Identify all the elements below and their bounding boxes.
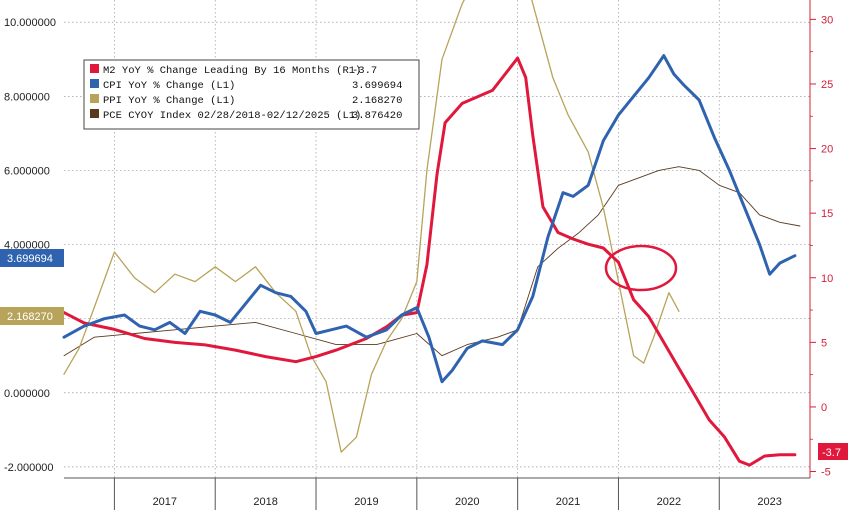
legend-value: 2.168270: [352, 95, 402, 107]
x-tick-label: 2022: [657, 496, 681, 508]
legend-swatch: [90, 79, 99, 88]
legend-value: 3.876420: [352, 110, 402, 122]
x-tick-label: 2017: [153, 496, 177, 508]
legend-label: PCE CYOY Index 02/28/2018-02/12/2025 (L1…: [103, 110, 361, 122]
badge-cpi: 3.699694: [0, 249, 64, 267]
right-tick-label: 10: [821, 273, 833, 285]
series-line-2: [63, 0, 680, 453]
right-axis: -5 0 5 10 15 20 25 30: [809, 0, 833, 479]
series-line-3: [63, 166, 801, 357]
legend-value: -3.7: [352, 65, 377, 77]
x-tick-label: 2020: [455, 496, 479, 508]
series-line-1: [62, 54, 797, 384]
left-tick-label: 4.000000: [4, 240, 50, 252]
x-tick-label: 2023: [757, 496, 781, 508]
left-tick-label: -2.000000: [4, 462, 54, 474]
right-tick-label: 20: [821, 144, 833, 156]
badge-m2-bg: [818, 443, 848, 460]
legend-label: M2 YoY % Change Leading By 16 Months (R1…: [103, 65, 361, 77]
legend: M2 YoY % Change Leading By 16 Months (R1…: [83, 59, 420, 130]
legend-swatch: [90, 94, 99, 103]
left-tick-label: 8.000000: [4, 91, 50, 103]
left-tick-label: 10.000000: [4, 17, 56, 29]
x-tick-label: 2019: [354, 496, 378, 508]
x-tick-label: 2018: [253, 496, 277, 508]
x-axis: 2017 2018 2019 2020 2021 2022 2023: [64, 477, 810, 510]
highlight-circle: [604, 244, 678, 292]
left-tick-label: 0.000000: [4, 388, 50, 400]
badge-cpi-text: 3.699694: [7, 253, 53, 265]
right-tick-label: 30: [821, 14, 833, 26]
legend-swatch: [90, 109, 99, 118]
right-tick-label: 25: [821, 79, 833, 91]
series-line-0: [62, 56, 797, 467]
legend-label: CPI YoY % Change (L1): [103, 80, 235, 92]
badge-m2: -3.7: [818, 443, 848, 460]
legend-rows: M2 YoY % Change Leading By 16 Months (R1…: [90, 64, 402, 122]
x-tick-label: 2021: [556, 496, 580, 508]
badge-ppi-text: 2.168270: [7, 311, 53, 323]
legend-label: PPI YoY % Change (L1): [103, 95, 235, 107]
badge-ppi-bg: [0, 307, 64, 325]
right-tick-label: 15: [821, 208, 833, 220]
legend-value: 3.699694: [352, 80, 402, 92]
right-tick-label: 0: [821, 402, 827, 414]
badge-cpi-bg: [0, 249, 64, 267]
series-layer: [62, 0, 801, 467]
legend-box: [83, 59, 420, 130]
badge-m2-text: -3.7: [822, 447, 841, 459]
left-tick-label: 6.000000: [4, 165, 50, 177]
right-tick-label: -5: [821, 467, 831, 479]
legend-swatch: [90, 64, 99, 73]
badge-ppi: 2.168270: [0, 307, 64, 325]
right-tick-label: 5: [821, 337, 827, 349]
